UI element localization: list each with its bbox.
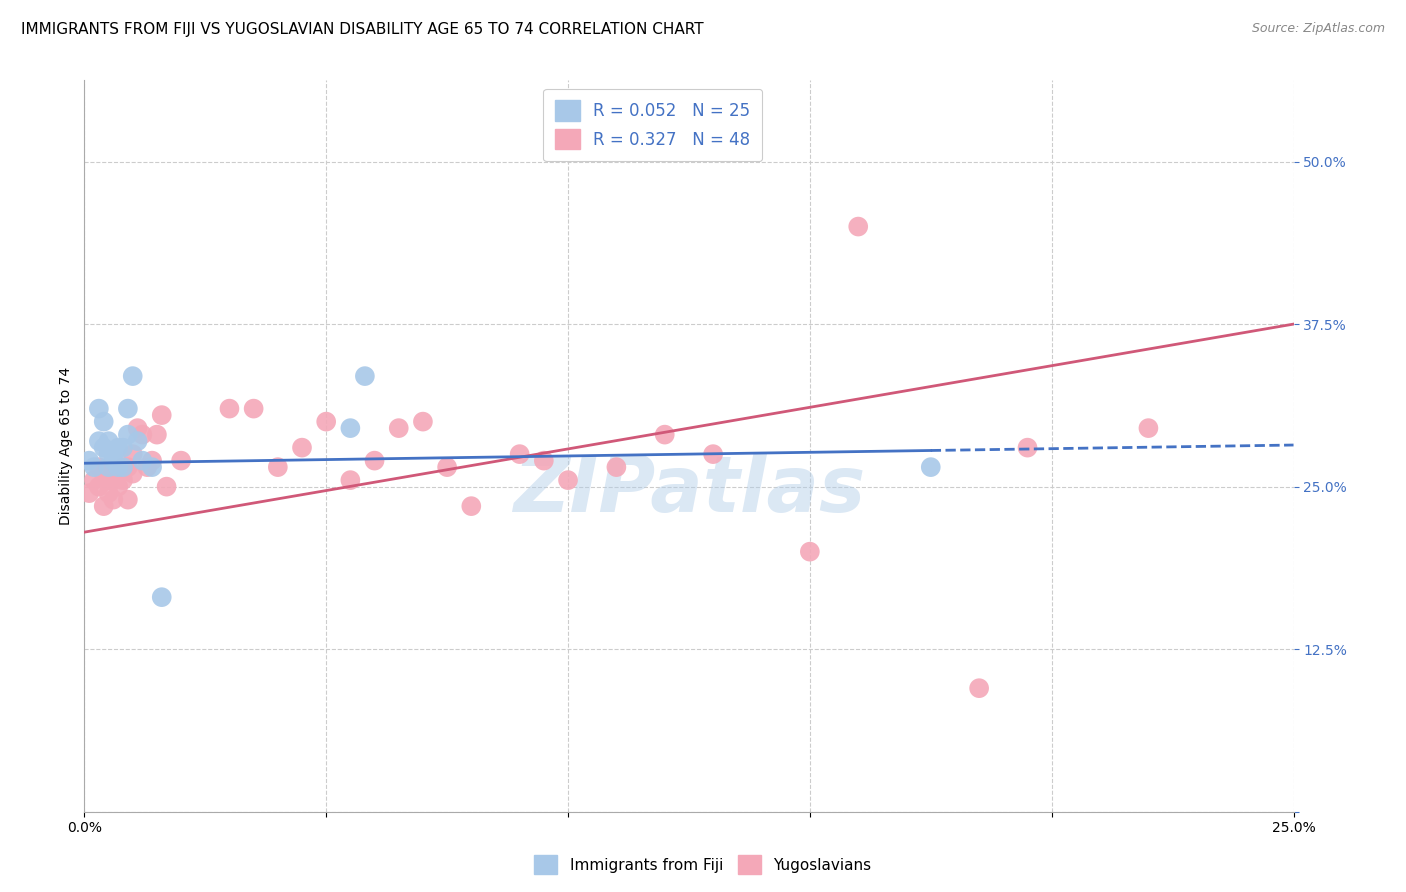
Point xyxy=(1017,441,1039,455)
Point xyxy=(83,460,105,475)
Point xyxy=(533,453,555,467)
Y-axis label: Disability Age 65 to 74: Disability Age 65 to 74 xyxy=(59,367,73,525)
Text: Source: ZipAtlas.com: Source: ZipAtlas.com xyxy=(1251,22,1385,36)
Point xyxy=(103,453,125,467)
Point xyxy=(267,460,290,475)
Point xyxy=(117,492,139,507)
Point xyxy=(1137,421,1160,435)
Point xyxy=(339,473,361,487)
Point xyxy=(117,427,139,442)
Point xyxy=(150,408,173,422)
Point xyxy=(702,447,724,461)
Legend: Immigrants from Fiji, Yugoslavians: Immigrants from Fiji, Yugoslavians xyxy=(529,849,877,880)
Point xyxy=(112,473,135,487)
Point xyxy=(121,447,143,461)
Point xyxy=(93,467,115,481)
Point xyxy=(83,473,105,487)
Point xyxy=(87,434,110,449)
Point xyxy=(146,427,169,442)
Point xyxy=(412,415,434,429)
Point xyxy=(93,499,115,513)
Point xyxy=(127,421,149,435)
Point xyxy=(605,460,627,475)
Point xyxy=(339,421,361,435)
Point xyxy=(170,453,193,467)
Point xyxy=(97,486,120,500)
Point xyxy=(557,473,579,487)
Point xyxy=(150,590,173,604)
Point xyxy=(107,441,129,455)
Point xyxy=(131,453,153,467)
Point xyxy=(121,369,143,384)
Point xyxy=(460,499,482,513)
Point xyxy=(117,460,139,475)
Point xyxy=(107,480,129,494)
Point xyxy=(354,369,377,384)
Point xyxy=(77,486,100,500)
Point xyxy=(97,473,120,487)
Text: IMMIGRANTS FROM FIJI VS YUGOSLAVIAN DISABILITY AGE 65 TO 74 CORRELATION CHART: IMMIGRANTS FROM FIJI VS YUGOSLAVIAN DISA… xyxy=(21,22,704,37)
Point xyxy=(363,453,385,467)
Point xyxy=(117,401,139,416)
Point xyxy=(136,460,159,475)
Point xyxy=(77,453,100,467)
Point xyxy=(127,434,149,449)
Text: ZIPatlas: ZIPatlas xyxy=(513,452,865,528)
Point xyxy=(846,219,869,234)
Point xyxy=(107,467,129,481)
Point xyxy=(920,460,942,475)
Point xyxy=(103,473,125,487)
Point xyxy=(141,460,163,475)
Point xyxy=(291,441,314,455)
Point xyxy=(112,460,135,475)
Point xyxy=(388,421,411,435)
Point xyxy=(87,480,110,494)
Point xyxy=(509,447,531,461)
Point xyxy=(436,460,458,475)
Point xyxy=(654,427,676,442)
Point xyxy=(242,401,264,416)
Point xyxy=(93,441,115,455)
Point xyxy=(93,415,115,429)
Point xyxy=(121,467,143,481)
Point xyxy=(155,480,177,494)
Point xyxy=(315,415,337,429)
Point xyxy=(103,447,125,461)
Point xyxy=(97,460,120,475)
Point xyxy=(87,401,110,416)
Point xyxy=(967,681,990,696)
Point xyxy=(131,427,153,442)
Point xyxy=(112,460,135,475)
Point xyxy=(799,544,821,558)
Point xyxy=(103,492,125,507)
Point xyxy=(97,447,120,461)
Point xyxy=(141,453,163,467)
Point xyxy=(87,460,110,475)
Legend: R = 0.052   N = 25, R = 0.327   N = 48: R = 0.052 N = 25, R = 0.327 N = 48 xyxy=(543,88,762,161)
Point xyxy=(112,441,135,455)
Point xyxy=(97,434,120,449)
Point xyxy=(107,460,129,475)
Point xyxy=(218,401,240,416)
